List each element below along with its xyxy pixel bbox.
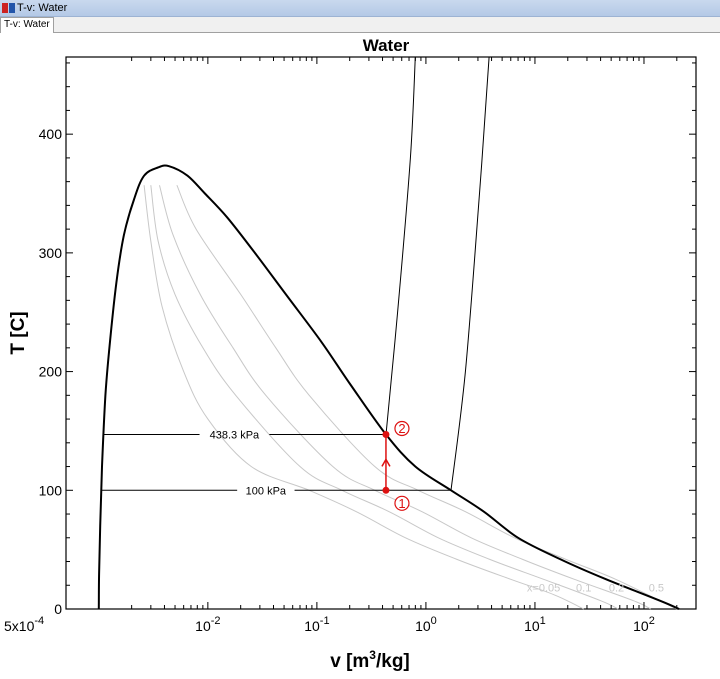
process-path (381, 434, 391, 491)
tv-chart: Water 438.3 kPa 100 kPa 0 100 200 300 400 5x1… (4, 36, 697, 672)
y-tick-label-2: 200 (39, 364, 63, 380)
y-tick-label-1: 100 (39, 482, 63, 498)
saturation-dome (97, 164, 680, 610)
quality-line-1 (150, 185, 619, 610)
saturation-dome-group (97, 164, 680, 610)
isobar-lines: 438.3 kPa 100 kPa (100, 56, 490, 497)
quality-line-3 (176, 184, 678, 610)
quality-lines (143, 184, 678, 610)
x-tick-label-1: 10-2 (195, 615, 220, 634)
quality-label-0: x=0.05 (527, 583, 560, 595)
quality-labels: x=0.05 0.1 0.2 0.5 (527, 583, 664, 595)
x-tick-label-4: 101 (524, 615, 546, 634)
process-arrow (381, 457, 391, 467)
state-point-2 (382, 430, 390, 438)
x-axis-label: v [m3/kg] (330, 648, 410, 672)
y-tick-label-3: 300 (39, 245, 63, 261)
y-tick-label-4: 400 (39, 126, 63, 142)
isobar-superheat-1 (450, 56, 490, 491)
tab-bar: T-v: Water (0, 17, 720, 33)
x-tick-label-5: 102 (633, 615, 655, 634)
state-marker-1 (394, 495, 410, 511)
app-icon (2, 3, 15, 13)
state-point-1 (382, 486, 390, 494)
state-label-2: 2 (398, 421, 405, 436)
window-titlebar: T-v: Water (0, 0, 720, 17)
quality-label-2: 0.2 (609, 583, 624, 595)
x-axis-ticks: 5x10-4 10-2 10-1 100 101 102 (4, 57, 678, 634)
window-title: T-v: Water (17, 2, 68, 14)
quality-label-3: 0.5 (649, 583, 664, 595)
isobar-superheat-0 (385, 56, 416, 435)
chart-title: Water (363, 36, 410, 55)
state-marker-2 (394, 420, 410, 437)
quality-line-2 (159, 185, 651, 610)
y-tick-label-0: 0 (54, 601, 62, 617)
isobar-label-0: 438.3 kPa (210, 429, 260, 441)
quality-line-0 (143, 185, 584, 610)
isobar-label-1: 100 kPa (246, 485, 287, 497)
state-label-1: 1 (398, 496, 405, 511)
y-axis-ticks: 0 100 200 300 400 (39, 62, 696, 617)
x-tick-label-3: 100 (415, 615, 437, 634)
plot-frame (65, 56, 697, 610)
y-axis-label: T [C] (8, 311, 29, 354)
x-tick-label-2: 10-1 (304, 615, 329, 634)
tab-tv-water[interactable]: T-v: Water (0, 17, 54, 33)
state-points: 12 (382, 420, 410, 511)
x-tick-label-0: 5x10-4 (4, 615, 44, 634)
quality-label-1: 0.1 (576, 583, 591, 595)
